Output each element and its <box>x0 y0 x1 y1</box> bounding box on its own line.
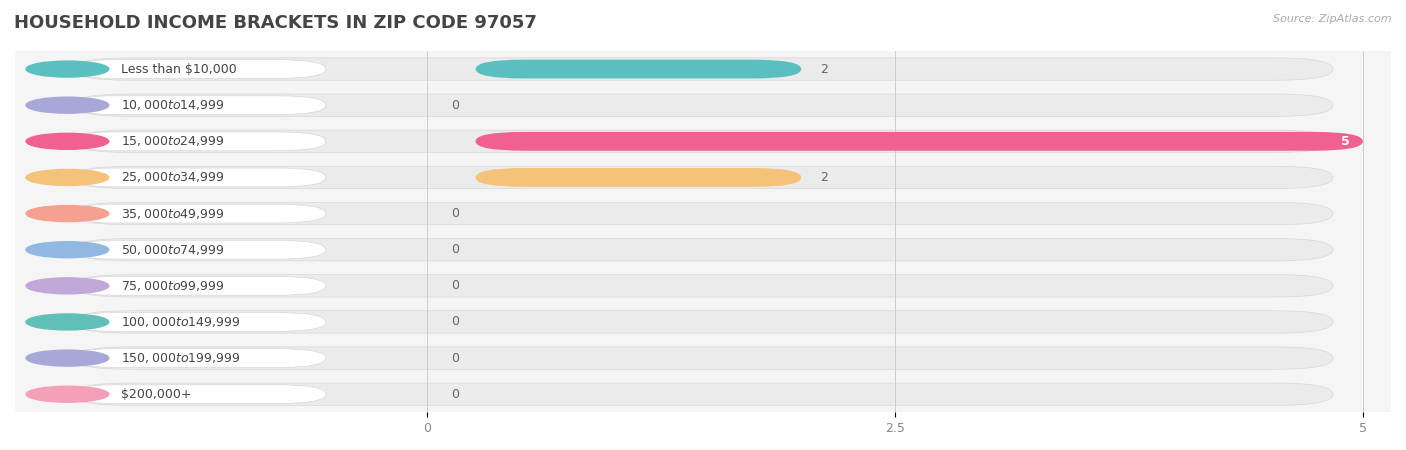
FancyBboxPatch shape <box>67 240 326 259</box>
Text: $50,000 to $74,999: $50,000 to $74,999 <box>121 243 224 256</box>
FancyBboxPatch shape <box>67 168 326 187</box>
Text: 2: 2 <box>820 171 828 184</box>
Text: Less than $10,000: Less than $10,000 <box>121 63 236 76</box>
Circle shape <box>27 350 108 366</box>
Text: HOUSEHOLD INCOME BRACKETS IN ZIP CODE 97057: HOUSEHOLD INCOME BRACKETS IN ZIP CODE 97… <box>14 14 537 32</box>
FancyBboxPatch shape <box>73 274 1333 297</box>
Text: 0: 0 <box>451 207 460 220</box>
Text: 0: 0 <box>451 315 460 328</box>
Circle shape <box>27 278 108 294</box>
Text: 0: 0 <box>451 99 460 112</box>
FancyBboxPatch shape <box>73 94 1333 117</box>
FancyBboxPatch shape <box>73 238 1333 261</box>
Circle shape <box>27 206 108 221</box>
Circle shape <box>27 314 108 330</box>
Circle shape <box>27 97 108 113</box>
FancyBboxPatch shape <box>475 168 801 187</box>
FancyBboxPatch shape <box>67 132 326 151</box>
Text: $75,000 to $99,999: $75,000 to $99,999 <box>121 279 224 293</box>
Text: 0: 0 <box>451 279 460 292</box>
FancyBboxPatch shape <box>73 130 1333 153</box>
FancyBboxPatch shape <box>67 60 326 78</box>
Text: $15,000 to $24,999: $15,000 to $24,999 <box>121 134 224 148</box>
Text: $25,000 to $34,999: $25,000 to $34,999 <box>121 171 224 184</box>
FancyBboxPatch shape <box>67 276 326 295</box>
Text: $35,000 to $49,999: $35,000 to $49,999 <box>121 207 224 220</box>
FancyBboxPatch shape <box>67 96 326 115</box>
Text: $100,000 to $149,999: $100,000 to $149,999 <box>121 315 240 329</box>
Text: 2: 2 <box>820 63 828 76</box>
Text: 5: 5 <box>1341 135 1350 148</box>
FancyBboxPatch shape <box>67 349 326 368</box>
Circle shape <box>27 61 108 77</box>
Text: $150,000 to $199,999: $150,000 to $199,999 <box>121 351 240 365</box>
Circle shape <box>27 386 108 402</box>
FancyBboxPatch shape <box>67 385 326 404</box>
Circle shape <box>27 242 108 258</box>
FancyBboxPatch shape <box>67 313 326 331</box>
FancyBboxPatch shape <box>73 311 1333 333</box>
FancyBboxPatch shape <box>73 58 1333 80</box>
FancyBboxPatch shape <box>73 166 1333 189</box>
Circle shape <box>27 133 108 149</box>
Circle shape <box>27 170 108 185</box>
Text: 0: 0 <box>451 351 460 364</box>
Text: 0: 0 <box>451 388 460 400</box>
FancyBboxPatch shape <box>67 204 326 223</box>
FancyBboxPatch shape <box>475 132 1362 151</box>
Text: Source: ZipAtlas.com: Source: ZipAtlas.com <box>1274 14 1392 23</box>
Text: $200,000+: $200,000+ <box>121 388 191 400</box>
FancyBboxPatch shape <box>73 202 1333 225</box>
FancyBboxPatch shape <box>73 347 1333 369</box>
Text: 0: 0 <box>451 243 460 256</box>
FancyBboxPatch shape <box>73 383 1333 405</box>
FancyBboxPatch shape <box>475 60 801 78</box>
Text: $10,000 to $14,999: $10,000 to $14,999 <box>121 98 224 112</box>
